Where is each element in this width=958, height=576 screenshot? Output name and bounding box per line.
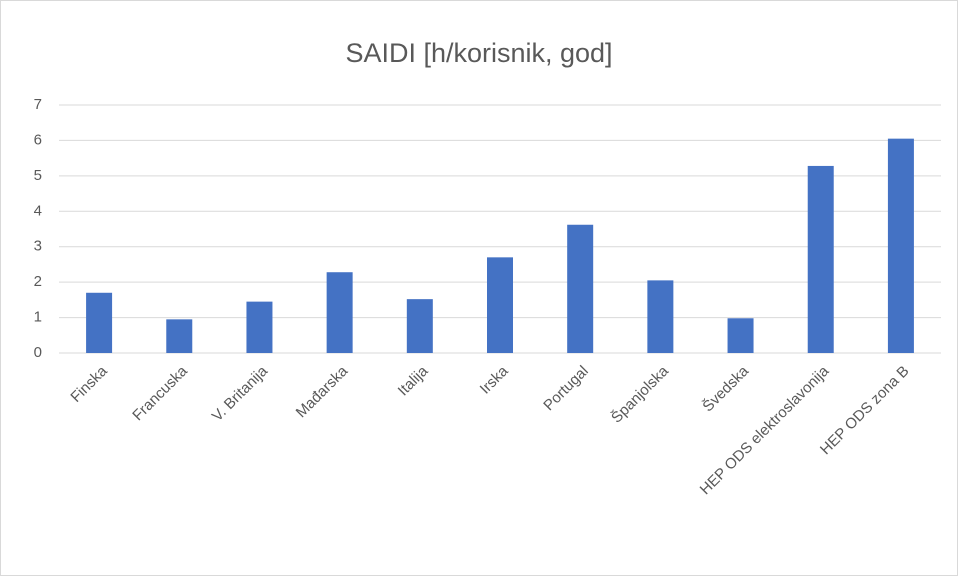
y-tick-label: 6 bbox=[34, 131, 42, 148]
bar bbox=[807, 165, 834, 353]
y-tick-label: 5 bbox=[34, 167, 42, 184]
bar bbox=[647, 280, 674, 353]
y-tick-label: 7 bbox=[34, 96, 42, 113]
y-tick-label: 1 bbox=[34, 309, 42, 326]
y-tick-label: 3 bbox=[34, 238, 42, 255]
bar bbox=[406, 299, 433, 353]
bar bbox=[326, 272, 353, 353]
y-tick-label: 4 bbox=[34, 202, 42, 219]
chart-title: SAIDI [h/korisnik, god] bbox=[345, 38, 612, 68]
bar bbox=[246, 301, 273, 353]
bar bbox=[166, 319, 193, 353]
y-tick-label: 0 bbox=[34, 344, 42, 361]
bar bbox=[86, 292, 113, 353]
bar bbox=[487, 257, 513, 353]
bar bbox=[727, 318, 754, 353]
bar bbox=[567, 224, 594, 353]
y-tick-label: 2 bbox=[34, 273, 42, 290]
bar bbox=[887, 138, 914, 353]
